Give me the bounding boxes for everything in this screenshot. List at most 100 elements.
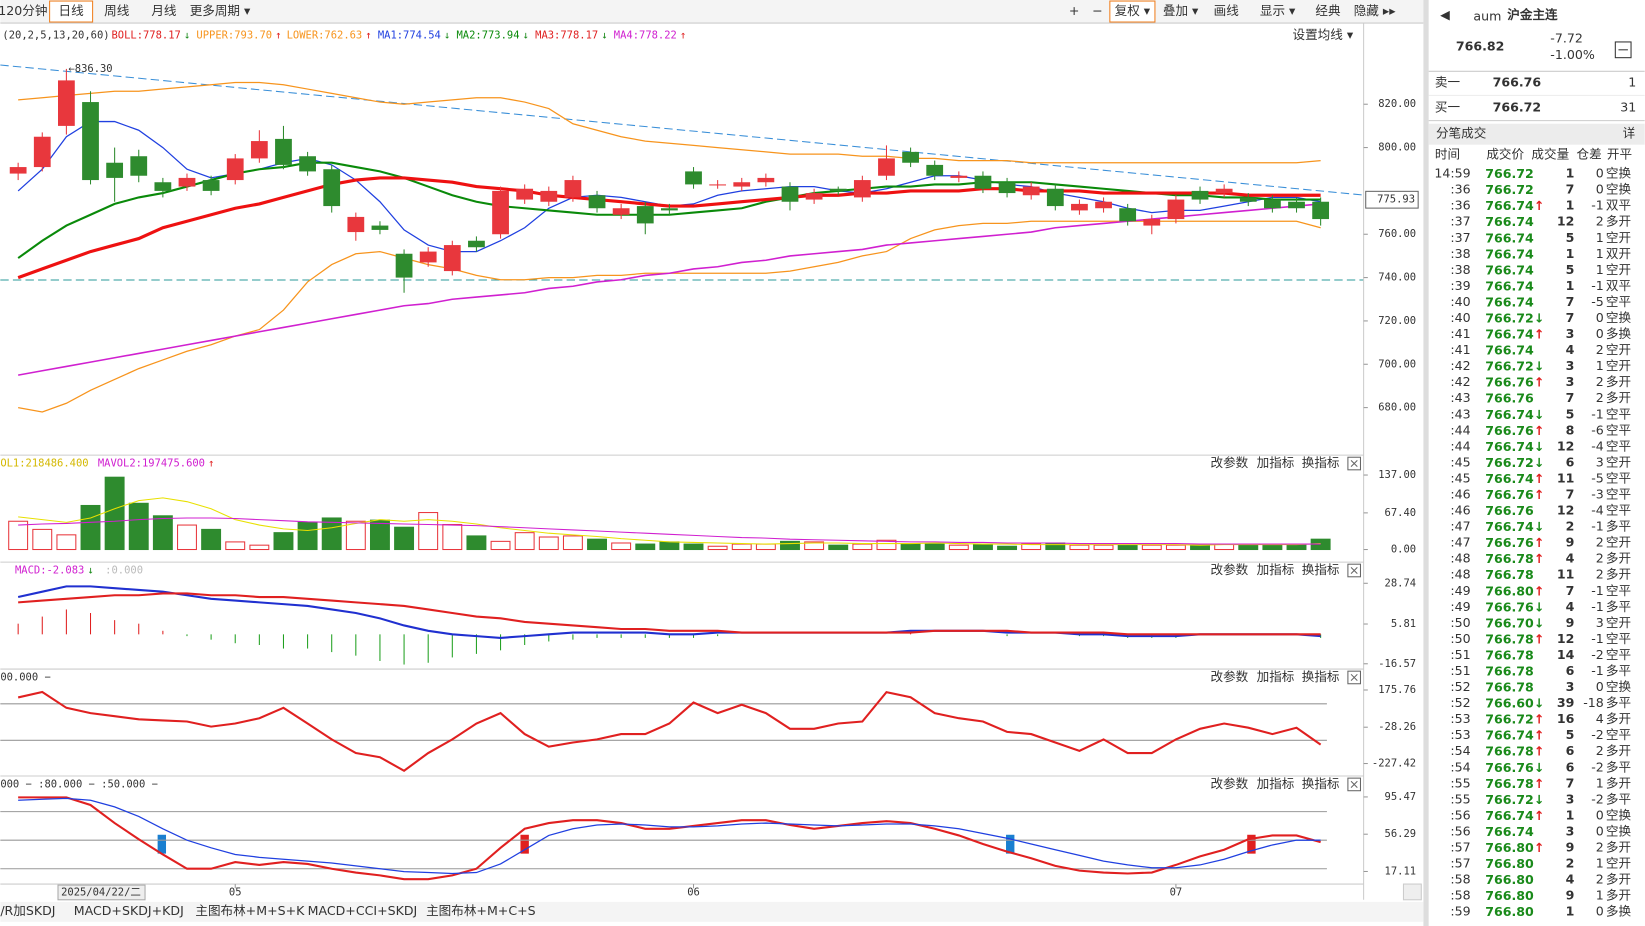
candle-body [444, 245, 461, 271]
quote-price: 766.82 [1456, 39, 1505, 54]
last-price: 775.93 [1377, 194, 1415, 206]
price-text: 766.78 [1485, 567, 1534, 582]
column-header: 时间 [1435, 147, 1460, 162]
panel-button[interactable]: 换指标 [1302, 562, 1340, 577]
trade-oi: 2 [1596, 214, 1604, 229]
trade-oi: -4 [1591, 503, 1604, 518]
trade-type: 空平 [1606, 470, 1631, 485]
volume-bar [491, 541, 510, 549]
tool-button[interactable]: 经典 [1315, 3, 1341, 18]
candle-body [1095, 202, 1112, 209]
tool-button[interactable]: − [1092, 3, 1103, 18]
trade-oi: -5 [1591, 294, 1604, 309]
candle-body [854, 180, 871, 197]
trade-price: 766.74↑ [1485, 727, 1544, 742]
price-text: 766.72 [1485, 454, 1534, 469]
panel-button[interactable]: 改参数 [1211, 776, 1249, 791]
trade-price: 766.78 [1485, 663, 1534, 678]
trades-detail[interactable]: 详 [1623, 126, 1636, 141]
period-tab[interactable]: 日线 [59, 3, 85, 18]
price-arrow: ↑ [1534, 551, 1545, 566]
trade-time: :43 [1450, 390, 1470, 405]
trade-price: 766.72↓ [1485, 310, 1544, 325]
panel-button[interactable]: 改参数 [1211, 669, 1249, 684]
price-text: 766.76 [1485, 599, 1534, 614]
column-header: 仓差 [1577, 147, 1602, 162]
panel-button[interactable]: 加指标 [1257, 776, 1295, 791]
panel-button[interactable]: 换指标 [1302, 776, 1340, 791]
period-tab[interactable]: 120分钟 [0, 3, 47, 18]
x-tick-label: 05 [229, 886, 242, 898]
price-text: 766.76 [1485, 374, 1534, 389]
scroll-button[interactable] [1403, 884, 1421, 900]
quote-name: 沪金主连 [1507, 7, 1558, 22]
trade-time: :40 [1450, 294, 1470, 309]
price-text: 766.72 [1485, 310, 1534, 325]
panel-button[interactable]: 改参数 [1211, 562, 1249, 577]
trade-price: 766.78↑ [1485, 743, 1544, 758]
trade-oi: -1 [1591, 519, 1604, 534]
volume-bar [1287, 545, 1306, 549]
price-text: 766.74 [1485, 470, 1534, 485]
trade-price: 766.74↑ [1485, 470, 1544, 485]
period-tab[interactable]: 更多周期 ▾ [190, 3, 251, 18]
column-header: 开平 [1607, 147, 1632, 162]
volume-bar [105, 477, 124, 549]
panel-button[interactable]: 换指标 [1302, 455, 1340, 470]
price-text: 766.80 [1485, 839, 1534, 854]
tool-button[interactable]: 复权 ▾ [1115, 3, 1151, 18]
candle-body [926, 165, 943, 176]
legend-text: MA2:773.94 [457, 30, 520, 42]
template-tab[interactable]: 主图布林+M+C+S [426, 903, 536, 918]
trade-price: 766.74 [1485, 214, 1534, 229]
tool-button[interactable]: 隐藏 ▸▸ [1354, 3, 1396, 18]
candle-body [1119, 208, 1136, 221]
candle-body [251, 141, 268, 158]
price-text: 766.80 [1485, 583, 1534, 598]
tool-button[interactable]: + [1069, 3, 1080, 18]
ma-settings[interactable]: 设置均线 ▾ [1293, 27, 1354, 42]
trade-type: 空平 [1606, 631, 1631, 646]
trade-time: 14:59 [1434, 166, 1470, 181]
trade-time: :51 [1450, 663, 1470, 678]
volume-bar [202, 529, 221, 549]
cursor-label: 2025/04/22/二 [61, 886, 141, 898]
y-tick-label: 680.00 [1378, 402, 1416, 414]
period-tab[interactable]: 周线 [104, 3, 130, 18]
trade-type: 空换 [1606, 166, 1632, 181]
panel-button[interactable]: 换指标 [1302, 669, 1340, 684]
y-tick-label: 800.00 [1378, 142, 1416, 154]
trade-oi: -2 [1591, 791, 1604, 806]
trade-oi: 4 [1596, 711, 1604, 726]
trade-time: :59 [1450, 904, 1470, 919]
book-volume: 1 [1628, 74, 1636, 89]
candle-body [999, 182, 1016, 193]
template-tab[interactable]: 主图布林+M+S+K [195, 903, 305, 918]
candle-body [1143, 219, 1160, 226]
template-tab[interactable]: MACD+CCI+SKDJ [308, 903, 418, 918]
price-text: 766.74 [1485, 406, 1534, 421]
trade-oi: -4 [1591, 438, 1604, 453]
trade-oi: -2 [1591, 727, 1604, 742]
candle-body [1168, 200, 1185, 220]
panel-button[interactable]: 加指标 [1257, 669, 1295, 684]
trade-price: 766.80 [1485, 888, 1534, 903]
period-tab[interactable]: 月线 [151, 3, 177, 18]
panel-button[interactable]: 加指标 [1257, 562, 1295, 577]
candle-body [82, 102, 99, 180]
template-tab[interactable]: MACD+SKDJ+KDJ [74, 903, 184, 918]
panel-button[interactable]: 改参数 [1211, 455, 1249, 470]
trade-time: :57 [1450, 839, 1470, 854]
tool-button[interactable]: 叠加 ▾ [1163, 3, 1199, 18]
template-tab[interactable]: /R加SKDJ [0, 903, 55, 918]
legend-text: MACD:-2.083 [15, 564, 84, 576]
tool-button[interactable]: 显示 ▾ [1260, 3, 1296, 18]
price-text: 766.78 [1485, 663, 1534, 678]
panel-button[interactable]: 加指标 [1257, 455, 1295, 470]
legend-arrow: ↑ [208, 458, 214, 470]
candle-body [299, 156, 316, 171]
trade-type: 多平 [1606, 519, 1631, 534]
trade-time: :55 [1450, 775, 1470, 790]
tool-button[interactable]: 画线 [1214, 3, 1240, 18]
back-icon[interactable]: ◀ [1440, 7, 1450, 22]
